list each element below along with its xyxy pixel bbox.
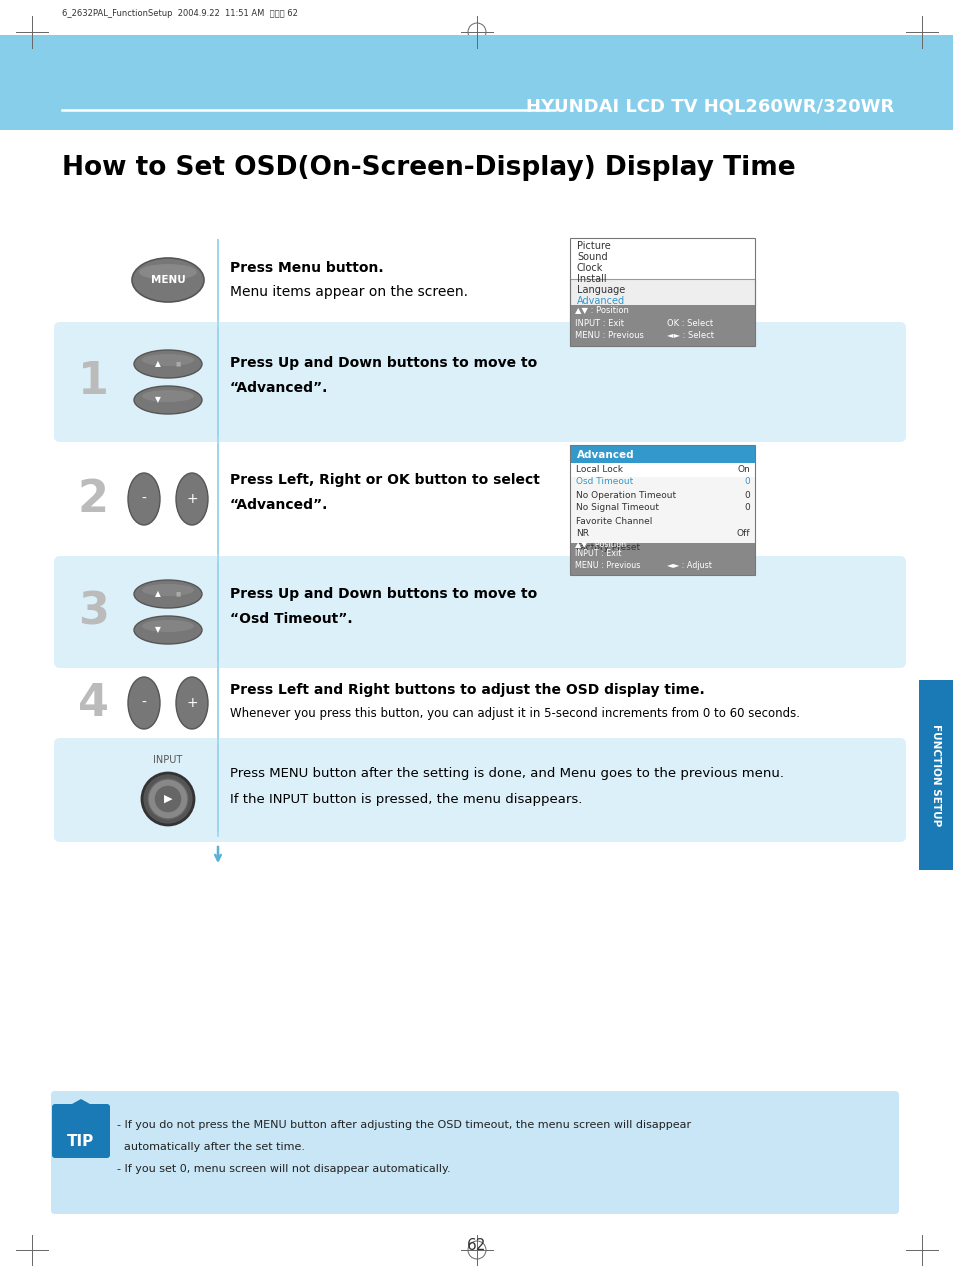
Text: 0: 0 — [743, 491, 749, 500]
Text: INPUT : Exit: INPUT : Exit — [575, 319, 623, 327]
FancyBboxPatch shape — [569, 445, 754, 463]
Text: ▲▼ : Position: ▲▼ : Position — [575, 306, 628, 315]
Text: Press Left and Right buttons to adjust the OSD display time.: Press Left and Right buttons to adjust t… — [230, 683, 704, 697]
Ellipse shape — [139, 264, 196, 280]
Text: If the INPUT button is pressed, the menu disappears.: If the INPUT button is pressed, the menu… — [230, 793, 581, 806]
FancyBboxPatch shape — [51, 1091, 898, 1214]
Text: Install: Install — [577, 274, 606, 284]
Text: -: - — [141, 492, 146, 506]
Text: Picture: Picture — [577, 241, 610, 251]
Text: 4: 4 — [78, 681, 109, 725]
Text: TIP: TIP — [68, 1133, 94, 1148]
Text: HYUNDAI LCD TV HQL260WR/320WR: HYUNDAI LCD TV HQL260WR/320WR — [525, 98, 893, 115]
Text: 3: 3 — [78, 590, 109, 633]
Text: 1: 1 — [78, 360, 109, 404]
Ellipse shape — [142, 354, 193, 365]
FancyBboxPatch shape — [569, 477, 754, 557]
Text: Advanced: Advanced — [577, 296, 624, 306]
Text: On: On — [737, 464, 749, 473]
Text: How to Set OSD(On-Screen-Display) Display Time: How to Set OSD(On-Screen-Display) Displa… — [62, 155, 795, 181]
Text: “Advanced”.: “Advanced”. — [230, 381, 328, 395]
Text: Press MENU button after the setting is done, and Menu goes to the previous menu.: Press MENU button after the setting is d… — [230, 768, 783, 780]
Ellipse shape — [175, 473, 208, 525]
Text: 0: 0 — [743, 477, 749, 486]
Text: - If you set 0, menu screen will not disappear automatically.: - If you set 0, menu screen will not dis… — [117, 1164, 450, 1174]
Text: ▲▼ : Position: ▲▼ : Position — [575, 539, 625, 548]
Text: ◄► : Adjust: ◄► : Adjust — [666, 561, 711, 570]
Ellipse shape — [142, 584, 193, 596]
Text: Language: Language — [577, 286, 624, 294]
Ellipse shape — [175, 676, 208, 728]
FancyBboxPatch shape — [569, 279, 754, 346]
Text: ▲: ▲ — [155, 590, 161, 599]
Text: ■: ■ — [175, 362, 180, 367]
Ellipse shape — [133, 615, 202, 643]
Ellipse shape — [133, 386, 202, 414]
Text: automatically after the set time.: automatically after the set time. — [117, 1142, 305, 1152]
Text: Local Lock: Local Lock — [576, 464, 622, 473]
Text: Press Left, Right or OK button to select: Press Left, Right or OK button to select — [230, 473, 539, 487]
Text: Sound: Sound — [577, 253, 607, 261]
Text: ▼: ▼ — [155, 396, 161, 405]
Text: ◄► : Select: ◄► : Select — [666, 331, 713, 340]
Text: ▲: ▲ — [155, 359, 161, 368]
Text: “Advanced”.: “Advanced”. — [230, 497, 328, 511]
Text: INPUT : Exit: INPUT : Exit — [575, 548, 620, 557]
Text: - If you do not press the MENU button after adjusting the OSD timeout, the menu : - If you do not press the MENU button af… — [117, 1121, 690, 1129]
Ellipse shape — [128, 473, 160, 525]
Circle shape — [153, 786, 182, 813]
FancyBboxPatch shape — [52, 1104, 110, 1159]
Text: 62: 62 — [467, 1237, 486, 1253]
Text: +: + — [186, 492, 197, 506]
Text: ▶: ▶ — [164, 794, 172, 805]
Text: Osd Timeout: Osd Timeout — [576, 477, 633, 486]
Ellipse shape — [142, 390, 193, 402]
Ellipse shape — [132, 258, 204, 302]
Ellipse shape — [133, 350, 202, 378]
Circle shape — [148, 779, 188, 819]
Text: +: + — [186, 695, 197, 709]
FancyBboxPatch shape — [569, 305, 754, 346]
Text: MENU : Previous: MENU : Previous — [575, 331, 643, 340]
Text: Whenever you press this button, you can adjust it in 5-second increments from 0 : Whenever you press this button, you can … — [230, 707, 800, 720]
Text: Clock: Clock — [577, 263, 602, 273]
Text: Off: Off — [736, 529, 749, 538]
Text: Favorite Channel: Favorite Channel — [576, 516, 652, 525]
FancyBboxPatch shape — [0, 36, 953, 129]
Text: ▼: ▼ — [155, 626, 161, 634]
Polygon shape — [63, 1099, 99, 1109]
FancyBboxPatch shape — [918, 680, 953, 871]
Ellipse shape — [133, 580, 202, 608]
Text: Advanced: Advanced — [577, 450, 634, 459]
Text: OK : Select: OK : Select — [666, 319, 713, 327]
Text: 6_2632PAL_FunctionSetup  2004.9.22  11:51 AM  페이지 62: 6_2632PAL_FunctionSetup 2004.9.22 11:51 … — [62, 9, 297, 19]
FancyBboxPatch shape — [54, 322, 905, 442]
Text: MENU : Previous: MENU : Previous — [575, 561, 639, 570]
Text: “Osd Timeout”.: “Osd Timeout”. — [230, 612, 353, 626]
Text: No Signal Timeout: No Signal Timeout — [576, 504, 659, 513]
FancyBboxPatch shape — [54, 739, 905, 843]
Text: 0: 0 — [743, 504, 749, 513]
Ellipse shape — [142, 621, 193, 632]
Text: Press Up and Down buttons to move to: Press Up and Down buttons to move to — [230, 588, 537, 602]
FancyBboxPatch shape — [54, 556, 905, 667]
Text: ■: ■ — [175, 591, 180, 596]
Text: 2: 2 — [78, 477, 109, 520]
Text: Factory Preset: Factory Preset — [576, 543, 639, 552]
Text: FUNCTION SETUP: FUNCTION SETUP — [930, 723, 940, 826]
Text: INPUT: INPUT — [153, 755, 182, 765]
Ellipse shape — [128, 676, 160, 728]
Text: -: - — [141, 695, 146, 709]
Text: NR: NR — [576, 529, 588, 538]
FancyBboxPatch shape — [569, 543, 754, 575]
Text: No Operation Timeout: No Operation Timeout — [576, 491, 676, 500]
Text: Press Up and Down buttons to move to: Press Up and Down buttons to move to — [230, 357, 537, 371]
Text: Press Menu button.: Press Menu button. — [230, 261, 383, 275]
Text: Menu items appear on the screen.: Menu items appear on the screen. — [230, 286, 468, 299]
Circle shape — [142, 773, 193, 825]
Text: MENU: MENU — [151, 275, 185, 286]
